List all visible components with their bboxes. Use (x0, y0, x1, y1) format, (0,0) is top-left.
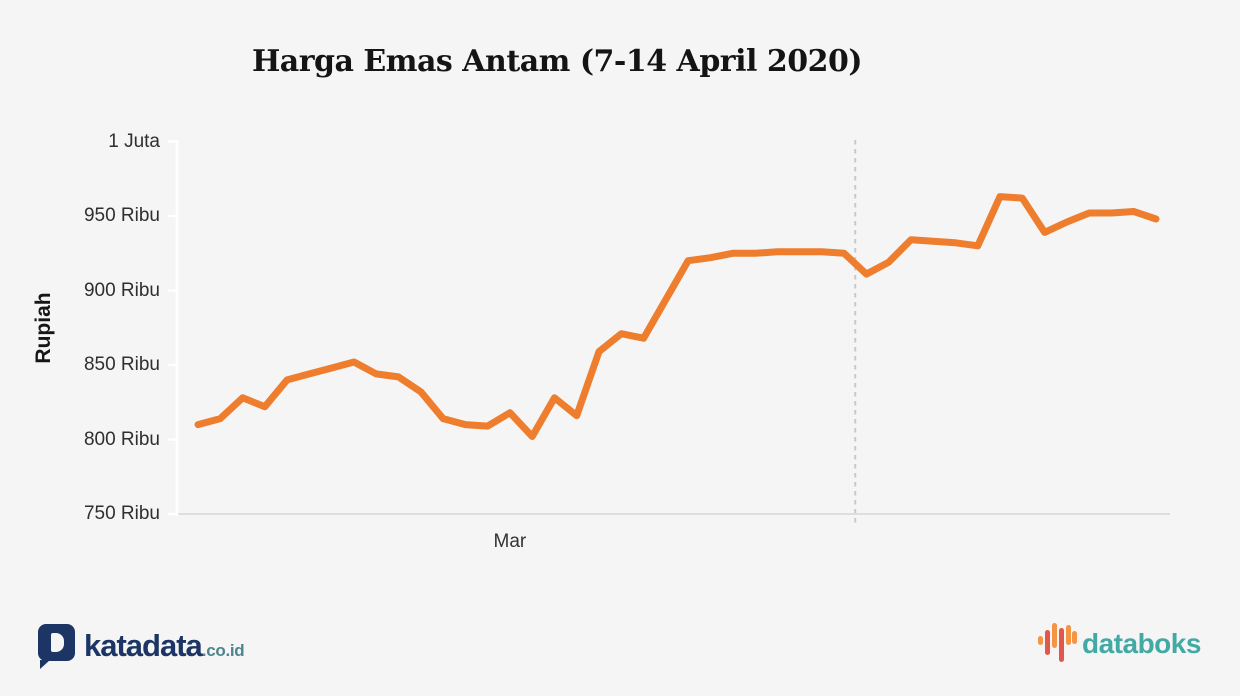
chart-title: Harga Emas Antam (7-14 April 2020) (251, 44, 863, 79)
databoks-wordmark: databoks (1082, 628, 1201, 659)
x-axis-tick-label-mar: Mar (493, 531, 527, 552)
katadata-bubble-tail (40, 660, 50, 669)
y-axis-tick-label: 850 Ribu (83, 354, 160, 375)
gold-price-line (194, 193, 1160, 440)
y-axis-tick-label: 950 Ribu (83, 205, 160, 226)
katadata-domain-suffix: .co.id (201, 641, 245, 660)
y-axis-tick-label: 750 Ribu (83, 503, 160, 524)
databoks-bars-icon (1038, 621, 1078, 663)
katadata-wordmark: katadata (84, 628, 203, 663)
y-axis-tick-label: 1 Juta (108, 130, 160, 152)
y-axis-tick-label: 900 Ribu (83, 279, 160, 301)
katadata-d-icon (38, 624, 75, 669)
katadata-d-counter (51, 633, 64, 652)
y-axis-tick-label: 800 Ribu (83, 428, 160, 450)
